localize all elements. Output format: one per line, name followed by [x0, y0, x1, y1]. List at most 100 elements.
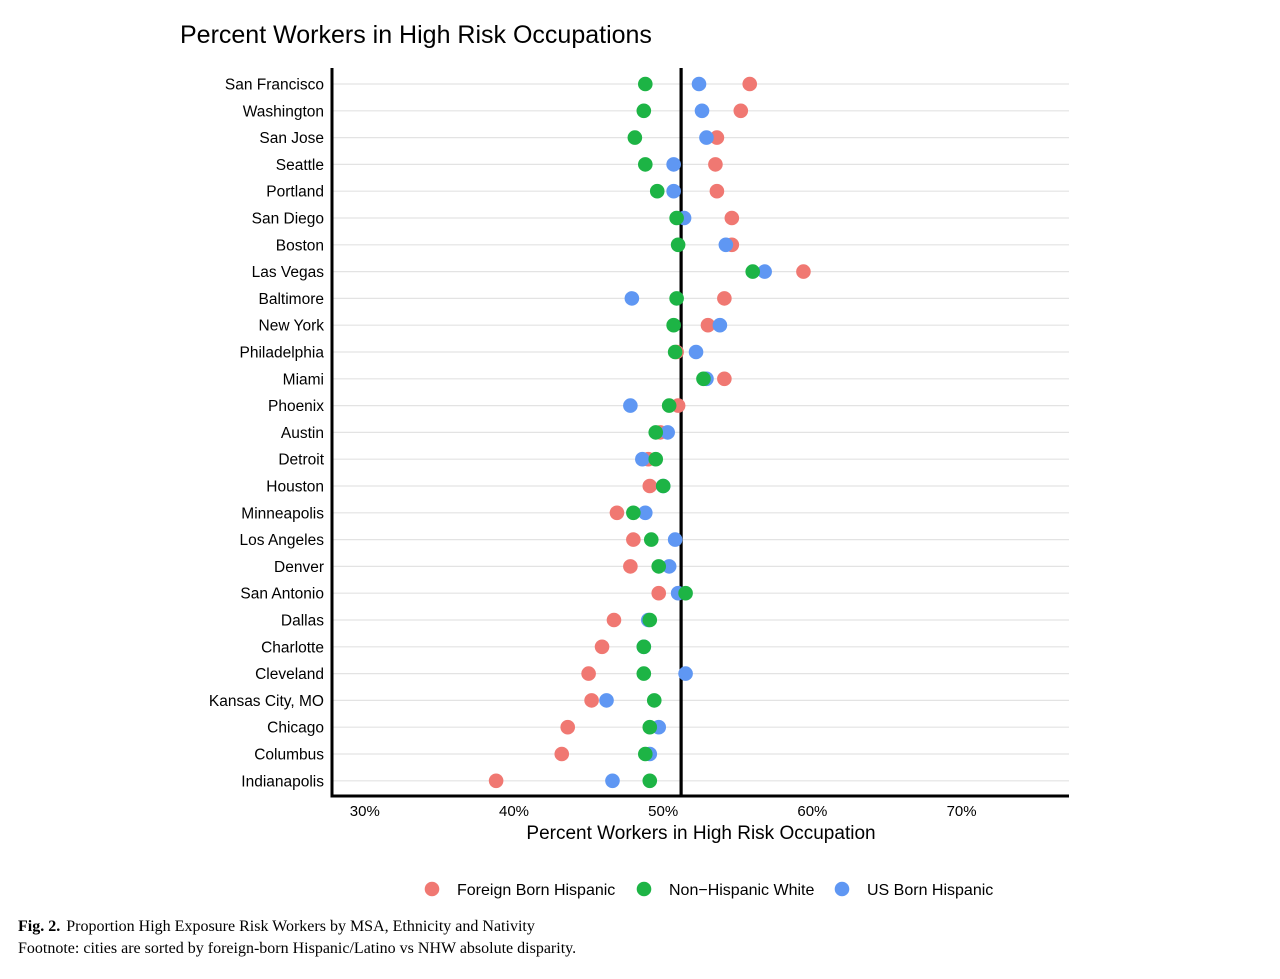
- data-point: [599, 693, 614, 708]
- data-point: [623, 559, 638, 574]
- x-tick-label: 70%: [947, 803, 977, 820]
- data-point: [717, 291, 732, 306]
- data-point: [623, 398, 638, 413]
- data-point: [643, 532, 659, 547]
- y-tick-label: Chicago: [267, 720, 324, 737]
- legend-marker: [636, 881, 652, 897]
- y-tick-label: Columbus: [254, 747, 324, 764]
- data-point: [661, 559, 677, 574]
- data-point: [699, 130, 714, 145]
- data-point: [745, 264, 761, 279]
- figure-caption: Fig. 2. Proportion High Exposure Risk Wor…: [18, 916, 1258, 960]
- data-point: [666, 317, 681, 333]
- data-point: [733, 103, 749, 119]
- y-tick-label: Denver: [274, 559, 324, 576]
- chart: Percent Workers in High Risk Occupations…: [180, 21, 1069, 899]
- data-point: [688, 344, 704, 360]
- data-point: [606, 612, 622, 628]
- legend-label: US Born Hispanic: [867, 882, 993, 899]
- y-tick-label: Indianapolis: [241, 773, 324, 790]
- data-point: [642, 773, 658, 789]
- legend-marker: [424, 881, 440, 897]
- y-tick-label: Austin: [281, 425, 324, 442]
- data-point: [636, 666, 652, 681]
- data-point: [678, 585, 693, 601]
- y-tick-label: Houston: [266, 479, 324, 496]
- y-tick-label: San Jose: [259, 130, 324, 147]
- data-point: [648, 451, 664, 467]
- data-point: [624, 291, 640, 306]
- data-point: [651, 559, 667, 574]
- figure-label: Fig. 2.: [18, 918, 61, 935]
- y-tick-label: Philadelphia: [240, 345, 325, 362]
- data-point: [560, 719, 576, 735]
- data-point: [666, 157, 681, 172]
- y-tick-label: Minneapolis: [241, 505, 324, 522]
- x-tick-label: 60%: [797, 803, 827, 820]
- gridlines: [332, 83, 1069, 782]
- data-point: [635, 451, 650, 467]
- x-tick-label: 50%: [648, 803, 678, 820]
- x-axis-label: Percent Workers in High Risk Occupation: [526, 823, 875, 844]
- data-point: [660, 425, 675, 440]
- data-point: [584, 693, 599, 708]
- y-tick-label: New York: [259, 318, 325, 335]
- y-tick-label: Seattle: [276, 157, 324, 174]
- data-point: [669, 291, 684, 306]
- data-point: [691, 76, 707, 92]
- data-point: [627, 130, 643, 145]
- data-point: [709, 130, 725, 145]
- x-tick-label: 40%: [499, 803, 529, 820]
- legend-label: Non−Hispanic White: [669, 882, 815, 899]
- data-point: [636, 639, 652, 655]
- y-tick-label: Boston: [276, 237, 324, 254]
- figure-caption-text: Proportion High Exposure Risk Workers by…: [66, 918, 535, 935]
- data-point: [669, 210, 684, 226]
- data-point: [554, 746, 570, 762]
- y-tick-label: Los Angeles: [240, 532, 325, 549]
- data-point: [605, 773, 620, 789]
- data-point: [655, 478, 671, 494]
- data-point: [626, 505, 641, 521]
- data-point: [642, 719, 658, 735]
- data-point: [651, 585, 667, 601]
- y-tick-label: Charlotte: [261, 639, 324, 656]
- y-tick-label: Miami: [283, 371, 324, 388]
- y-tick-label: San Antonio: [240, 586, 324, 603]
- data-point: [667, 532, 683, 547]
- data-point: [646, 693, 662, 708]
- data-point: [637, 505, 653, 521]
- y-tick-label: Baltimore: [259, 291, 324, 308]
- data-point: [700, 317, 716, 333]
- data-point: [661, 398, 677, 413]
- data-point: [594, 639, 610, 655]
- y-tick-labels: San Francisco Washington San Jose Seattle Po…: [209, 77, 325, 791]
- data-point: [717, 371, 732, 387]
- y-tick-label: Cleveland: [255, 666, 324, 683]
- data-point: [708, 157, 723, 172]
- axes: [330, 68, 1069, 798]
- data-point: [666, 183, 681, 199]
- y-tick-label: Kansas City, MO: [209, 693, 324, 710]
- data-point: [581, 666, 596, 681]
- data-points: [488, 76, 811, 789]
- data-point: [724, 210, 740, 226]
- y-tick-label: Detroit: [278, 452, 324, 469]
- data-point: [757, 264, 772, 279]
- y-tick-label: Portland: [266, 184, 324, 201]
- y-tick-label: Phoenix: [268, 398, 324, 415]
- figure-footnote: Footnote: cities are sorted by foreign-b…: [18, 940, 577, 957]
- y-tick-label: Washington: [243, 103, 324, 120]
- data-point: [696, 371, 711, 387]
- data-point: [718, 237, 734, 253]
- data-point: [637, 76, 653, 92]
- legend: Foreign Born Hispanic Non−Hispanic White U…: [424, 881, 993, 899]
- data-point: [712, 317, 728, 333]
- data-point: [667, 344, 683, 360]
- data-point: [636, 103, 652, 119]
- y-tick-label: San Francisco: [225, 77, 324, 94]
- data-point: [670, 237, 686, 253]
- data-point: [637, 746, 653, 762]
- data-point: [648, 425, 664, 440]
- y-tick-label: San Diego: [252, 211, 324, 228]
